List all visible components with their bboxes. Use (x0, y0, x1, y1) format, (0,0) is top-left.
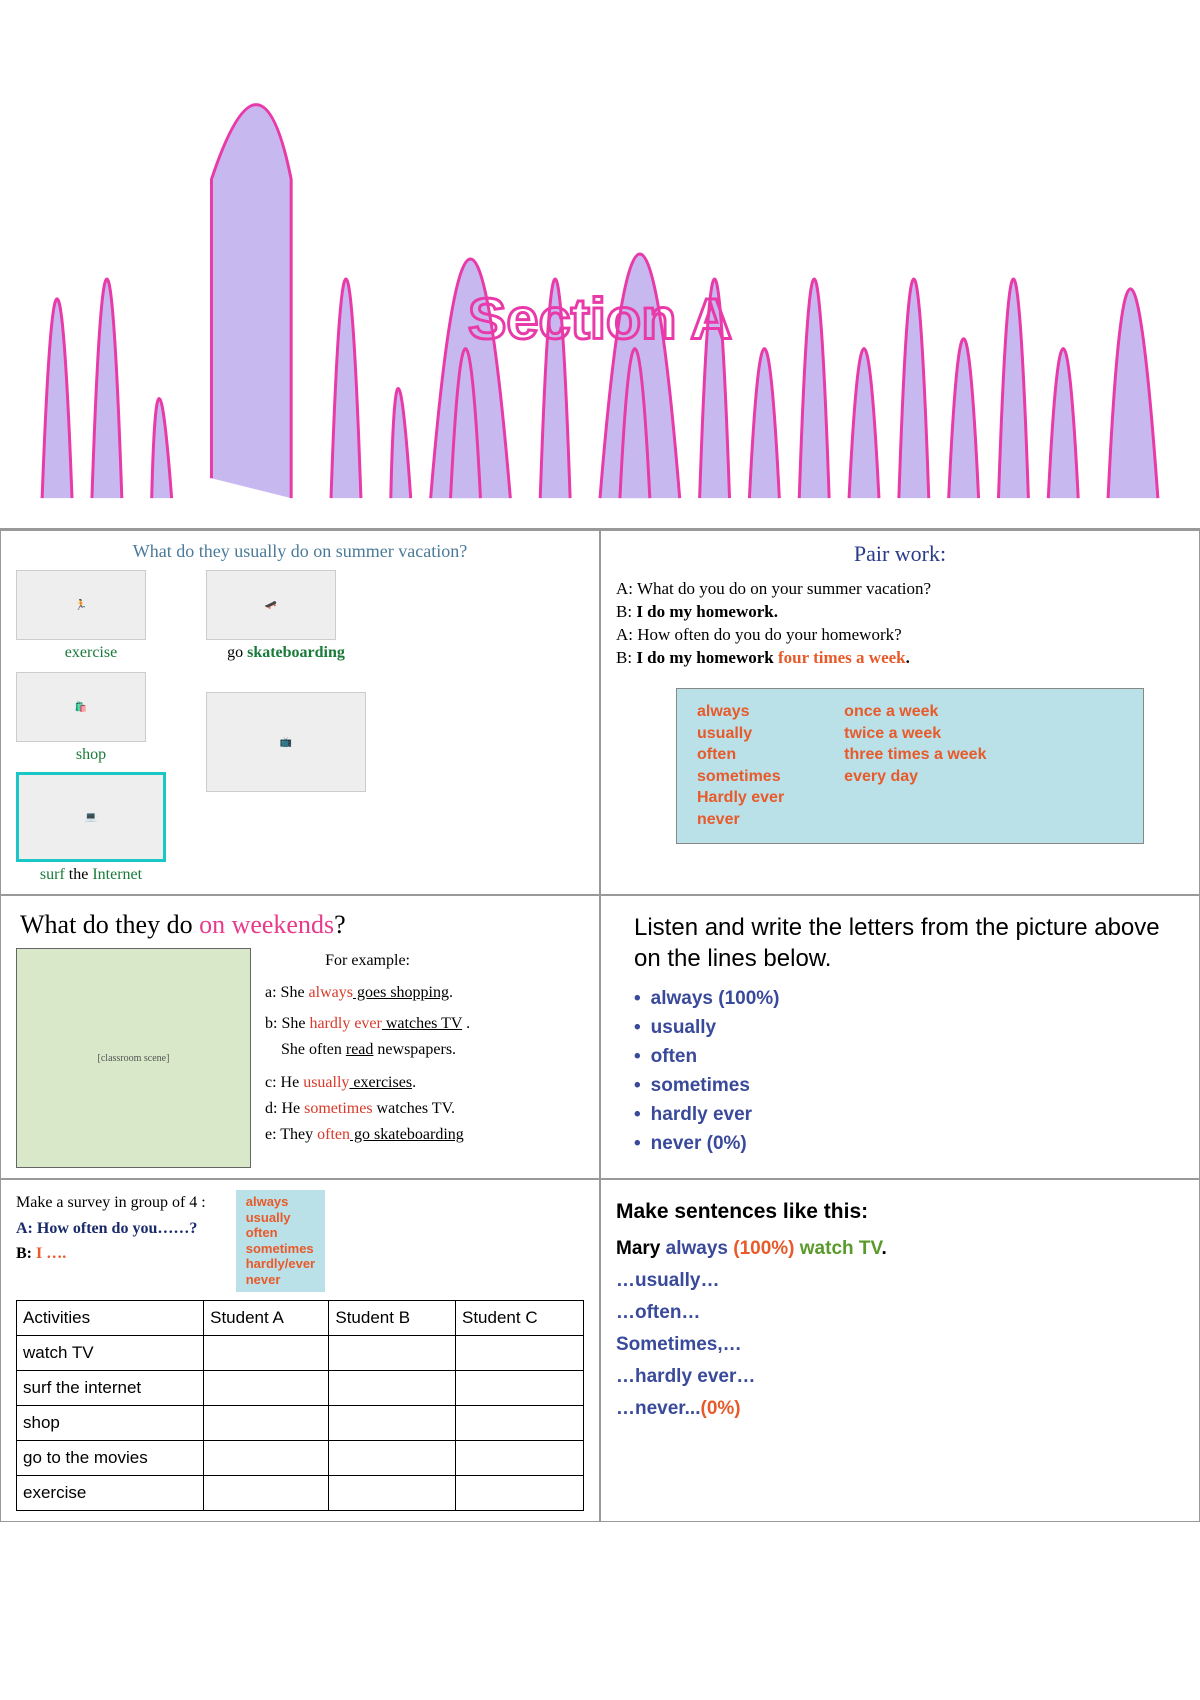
lbl-surf: surf the Internet (16, 866, 166, 884)
table-row: exercise (17, 1475, 584, 1510)
table-row: shop (17, 1405, 584, 1440)
dlg-a1: A: What do you do on your summer vacatio… (616, 579, 1184, 599)
ex-c: c: He usually exercises. (265, 1070, 470, 1096)
banner-title: Section A (468, 288, 732, 352)
make-sentences-title: Make sentences like this: (616, 1200, 1184, 1224)
sent-2: …usually… (616, 1270, 1184, 1292)
panel1-title: What do they usually do on summer vacati… (16, 541, 584, 562)
freq-col1: alwaysusuallyoften sometimesHardly evern… (697, 701, 784, 831)
ex-d: d: He sometimes watches TV. (265, 1096, 470, 1122)
img-exercise: 🏃 (16, 570, 146, 640)
banner: Section A (0, 0, 1200, 530)
freq-item: hardly ever (634, 1104, 1184, 1126)
sent-1: Mary always (100%) watch TV. (616, 1238, 1184, 1260)
weekends-title: What do they do on weekends? (20, 910, 584, 940)
table-row: go to the movies (17, 1440, 584, 1475)
ex-e: e: They often go skateboarding (265, 1122, 470, 1148)
panel-pairwork: Pair work: A: What do you do on your sum… (600, 530, 1200, 895)
table-row: watch TV (17, 1335, 584, 1370)
panel-weekends: What do they do on weekends? [classroom … (0, 895, 600, 1179)
freq-item: usually (634, 1017, 1184, 1039)
lbl-shop: shop (16, 746, 166, 764)
freq-item: never (0%) (634, 1133, 1184, 1155)
ex-b: b: She hardly ever watches TV . She ofte… (265, 1011, 470, 1062)
survey-table: Activities Student A Student B Student C… (16, 1300, 584, 1511)
dlg-a2: A: How often do you do your homework? (616, 625, 1184, 645)
frequency-list: always (100%) usually often sometimes ha… (616, 988, 1184, 1155)
img-watch-tv: 📺 (206, 692, 366, 792)
sent-3: …often… (616, 1302, 1184, 1324)
sent-5: …hardly ever… (616, 1366, 1184, 1388)
lbl-skate: go skateboarding (206, 644, 366, 662)
examples-list: For example: a: She always goes shopping… (265, 948, 470, 1168)
img-skate: 🛹 (206, 570, 336, 640)
img-surf: 💻 (16, 772, 166, 862)
freq-item: sometimes (634, 1075, 1184, 1097)
freq-item: always (100%) (634, 988, 1184, 1010)
for-example-label: For example: (265, 948, 470, 974)
sent-6: …never...(0%) (616, 1398, 1184, 1420)
img-weekends-scene: [classroom scene] (16, 948, 251, 1168)
mini-freq-box: alwaysusuallyoften sometimeshardly/evern… (236, 1190, 325, 1292)
img-shop: 🛍️ (16, 672, 146, 742)
survey-line2: A: How often do you……? (16, 1216, 206, 1242)
panel-summer-activities: What do they usually do on summer vacati… (0, 530, 600, 895)
panel-listen: Listen and write the letters from the pi… (600, 895, 1200, 1179)
survey-line3: B: I …. (16, 1241, 206, 1267)
dlg-b2: B: I do my homework four times a week. (616, 648, 1184, 668)
panel-make-sentences: Make sentences like this: Mary always (1… (600, 1179, 1200, 1522)
freq-col2: once a weektwice a week three times a we… (844, 701, 986, 831)
sent-4: Sometimes,… (616, 1334, 1184, 1356)
survey-line1: Make a survey in group of 4 : (16, 1190, 206, 1216)
dlg-b1: B: I do my homework. (616, 602, 1184, 622)
ex-a: a: She always goes shopping. (265, 980, 470, 1006)
table-row: Activities Student A Student B Student C (17, 1300, 584, 1335)
table-row: surf the internet (17, 1370, 584, 1405)
frequency-box: alwaysusuallyoften sometimesHardly evern… (676, 688, 1144, 844)
listen-title: Listen and write the letters from the pi… (634, 912, 1184, 974)
lbl-exercise: exercise (16, 644, 166, 662)
panel-survey: Make a survey in group of 4 : A: How oft… (0, 1179, 600, 1522)
wordart-bg: Section A (0, 0, 1200, 528)
pairwork-title: Pair work: (616, 541, 1184, 567)
freq-item: often (634, 1046, 1184, 1068)
